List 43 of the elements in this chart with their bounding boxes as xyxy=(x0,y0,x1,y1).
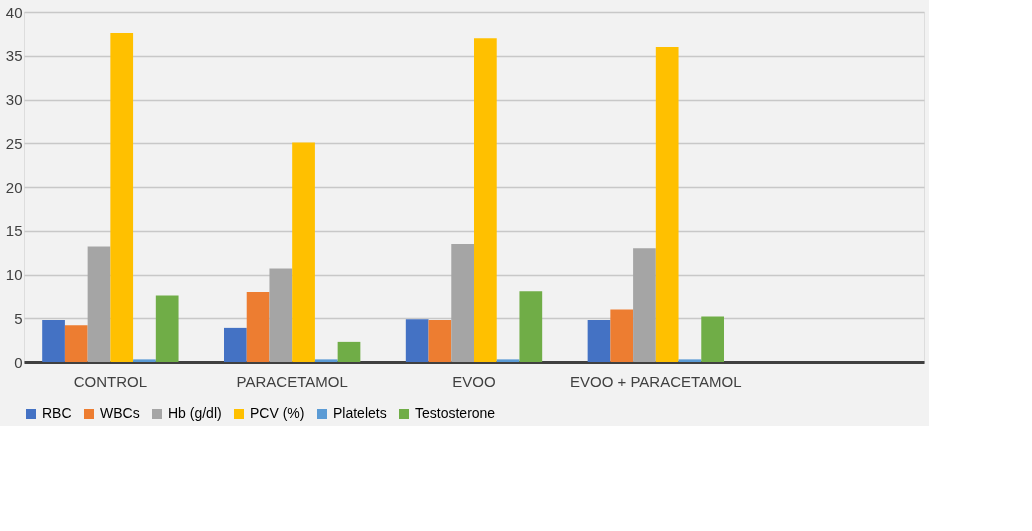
y-tick-label: 20 xyxy=(5,178,23,196)
bar xyxy=(655,47,679,362)
x-tick-label: EVOO + PARACETAMOL xyxy=(570,372,742,390)
y-tick-label: 35 xyxy=(5,47,23,65)
bar xyxy=(110,33,134,362)
bar xyxy=(314,359,338,362)
bar xyxy=(133,359,156,362)
x-tick-label: CONTROL xyxy=(73,372,148,390)
bar xyxy=(428,320,452,362)
bar xyxy=(678,359,702,362)
legend-label: Platelets xyxy=(333,405,387,421)
x-tick-label: EVOO xyxy=(452,372,496,390)
bar xyxy=(87,246,111,362)
x-tick-label: PARACETAMOL xyxy=(236,372,348,390)
bar xyxy=(246,292,270,362)
bar xyxy=(496,359,520,362)
bar xyxy=(474,38,497,362)
legend-label: Testosterone xyxy=(415,405,496,421)
bar xyxy=(224,327,247,362)
bar xyxy=(701,316,724,362)
legend-label: WBCs xyxy=(100,405,140,421)
legend-label: RBC xyxy=(42,405,72,421)
bar xyxy=(405,319,429,362)
bar xyxy=(42,320,65,362)
bar xyxy=(292,142,315,362)
bar xyxy=(64,325,88,362)
bar xyxy=(337,341,361,362)
bar xyxy=(451,243,474,362)
legend-label: PCV (%) xyxy=(250,405,305,421)
bar xyxy=(610,309,634,362)
y-tick-label: 40 xyxy=(5,3,23,21)
y-tick-label: 25 xyxy=(5,134,23,152)
bar xyxy=(633,248,656,362)
bar xyxy=(587,320,611,362)
bar xyxy=(269,268,293,362)
y-tick-label: 10 xyxy=(5,266,23,283)
y-tick-label: 15 xyxy=(5,222,23,240)
y-tick-label: 5 xyxy=(14,309,23,327)
bar xyxy=(155,295,179,362)
y-tick-label: 30 xyxy=(5,91,23,108)
legend-label: Hb (g/dl) xyxy=(168,405,222,421)
bar xyxy=(519,291,543,362)
y-tick-label: 0 xyxy=(14,353,23,371)
